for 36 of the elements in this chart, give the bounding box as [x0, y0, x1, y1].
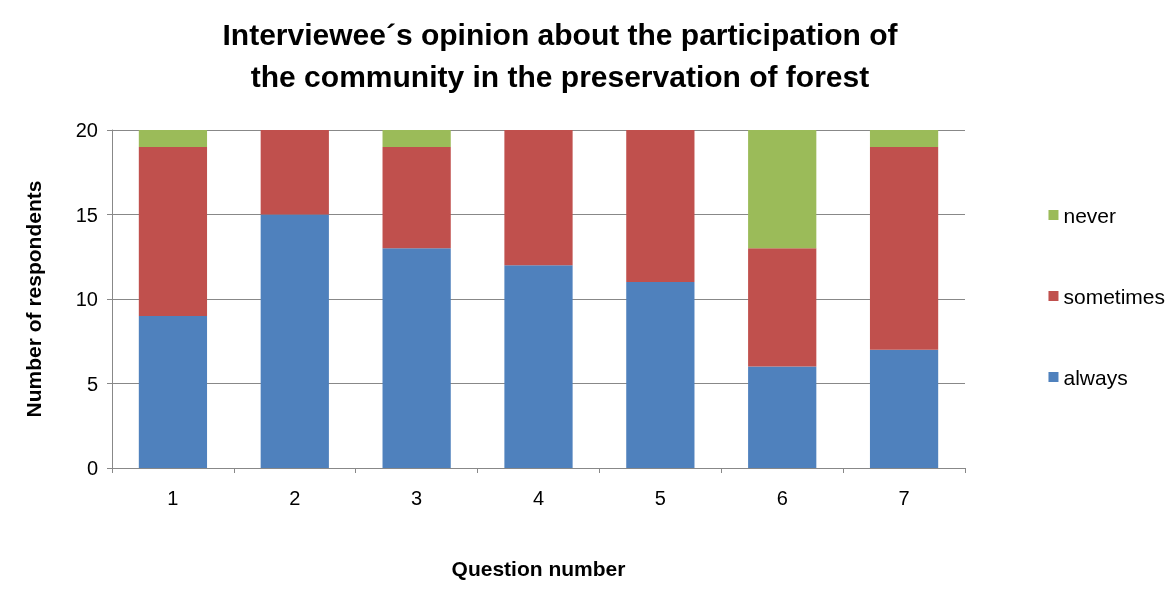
x-tick-label: 4 — [532, 487, 545, 509]
bar — [260, 214, 329, 468]
legend-label: never — [1063, 203, 1117, 227]
legend-label: sometimes — [1063, 284, 1166, 308]
x-tick-label: 5 — [654, 487, 666, 509]
bar — [504, 265, 573, 468]
y-axis-title: Number of respondents — [22, 180, 45, 418]
bar — [382, 146, 451, 249]
bar — [504, 130, 573, 266]
bar — [626, 282, 695, 468]
x-tick-label: 1 — [167, 487, 179, 509]
bar — [382, 248, 451, 468]
y-tick-label: 10 — [75, 288, 98, 310]
bar — [626, 130, 695, 283]
bar — [138, 130, 208, 147]
bar — [138, 146, 208, 316]
y-tick-label: 15 — [75, 203, 98, 226]
bar — [382, 130, 451, 147]
bar — [748, 366, 817, 468]
x-tick-label: 2 — [289, 487, 301, 509]
bar — [869, 146, 939, 350]
x-tick-label: 3 — [411, 487, 423, 509]
y-tick-label: 5 — [86, 372, 98, 395]
y-tick-label: 0 — [86, 457, 98, 479]
legend-label: always — [1063, 365, 1128, 389]
x-tick-label: 6 — [776, 487, 788, 509]
x-tick-label: 7 — [898, 487, 910, 509]
bar — [748, 248, 817, 367]
chart-title: Interviewee´s opinion about the participation of the community in the preservation of forest — [222, 17, 899, 93]
bar — [138, 315, 208, 468]
x-axis-title: Question number — [451, 557, 626, 580]
bar — [869, 130, 939, 147]
bar — [869, 349, 939, 468]
bar — [260, 130, 329, 215]
bar — [748, 130, 817, 249]
y-tick-label: 20 — [75, 119, 98, 141]
